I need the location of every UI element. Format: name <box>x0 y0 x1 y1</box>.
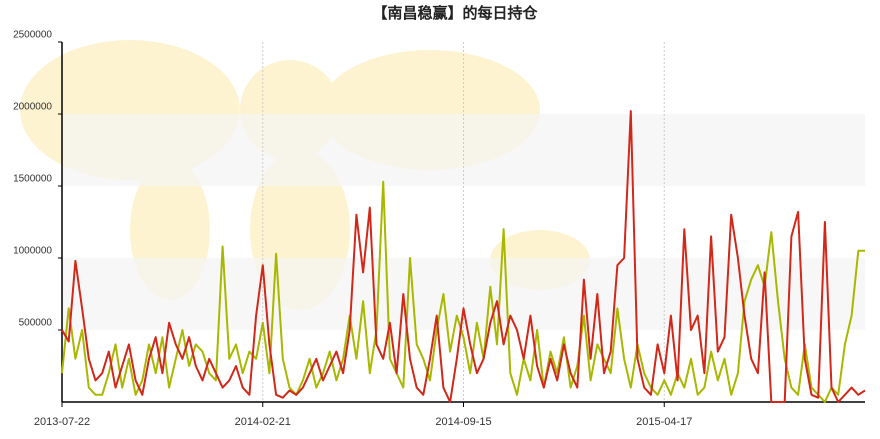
x-tick-label: 2015-04-17 <box>636 416 692 428</box>
y-tick-label: 1500000 <box>13 174 52 185</box>
y-tick-label: 2500000 <box>13 30 52 41</box>
series-line <box>61 110 866 403</box>
y-tick-label: 500000 <box>19 318 53 329</box>
series-line <box>61 180 865 403</box>
y-tick-label: 2000000 <box>13 102 52 113</box>
y-tick-label: 1000000 <box>13 246 52 257</box>
x-tick-label: 2013-07-22 <box>34 416 90 428</box>
x-tick-label: 2014-02-21 <box>235 416 291 428</box>
chart-title: 【南昌稳赢】的每日持仓 <box>372 4 538 22</box>
x-tick-label: 2014-09-15 <box>435 416 491 428</box>
